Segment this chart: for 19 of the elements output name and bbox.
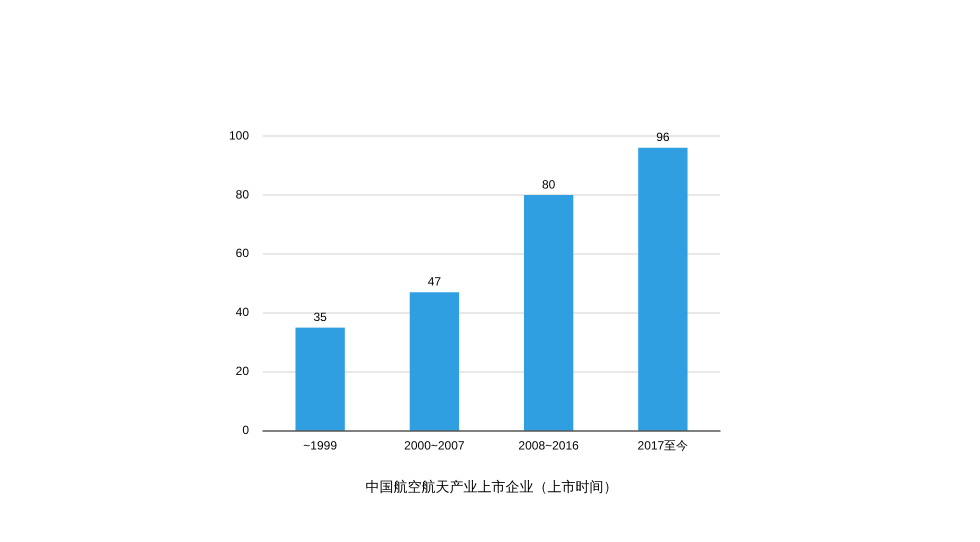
data-label: 35 bbox=[313, 310, 328, 324]
bar bbox=[410, 292, 460, 430]
bar bbox=[295, 328, 345, 430]
x-tick-label: 2017至今 bbox=[638, 438, 688, 452]
data-label: 96 bbox=[656, 130, 670, 144]
y-tick-label: 80 bbox=[236, 187, 250, 202]
y-tick-label: 100 bbox=[228, 128, 250, 142]
y-tick-label: 60 bbox=[236, 246, 250, 260]
bar bbox=[524, 194, 574, 430]
x-axis-title: 中国航空航天产业上市企业（上市时间） bbox=[366, 478, 618, 494]
data-label: 80 bbox=[542, 177, 556, 192]
x-tick-label: 2008~2016 bbox=[518, 438, 580, 452]
x-tick-label: ~1999 bbox=[303, 438, 338, 452]
y-tick-label: 0 bbox=[242, 423, 250, 438]
x-tick-label: 2000~2007 bbox=[404, 438, 465, 452]
y-tick-label: 40 bbox=[236, 305, 250, 320]
data-label: 47 bbox=[428, 274, 442, 289]
bar bbox=[638, 148, 688, 430]
y-tick-label: 20 bbox=[236, 364, 250, 378]
